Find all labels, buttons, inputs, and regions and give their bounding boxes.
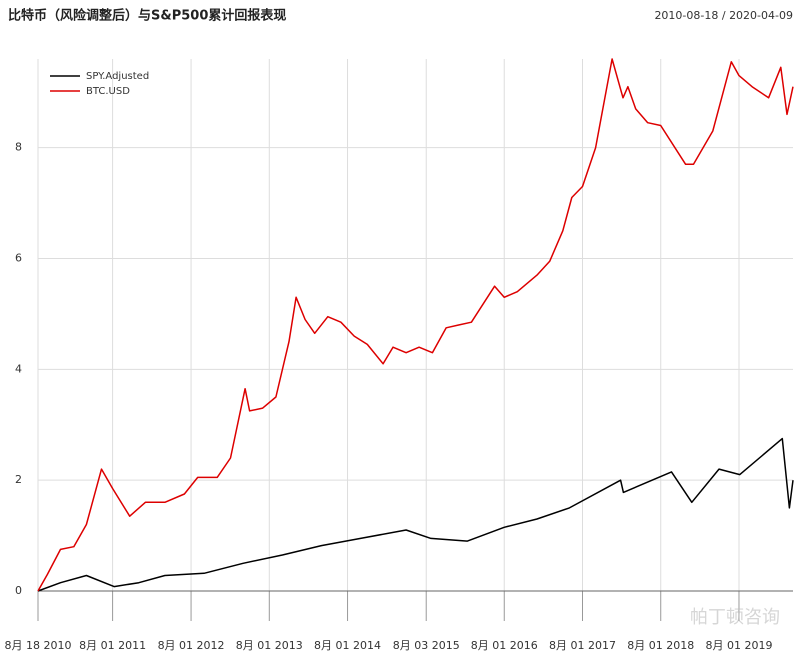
series-line [37,437,794,592]
x-tick-label: 8月 01 2012 [158,639,225,652]
x-tick-label: 8月 03 2015 [393,639,460,652]
y-tick-label: 4 [15,362,22,375]
series-line [37,58,794,592]
legend-label: SPY.Adjusted [86,71,149,82]
y-tick-label: 8 [15,141,22,154]
y-tick-label: 2 [15,473,22,486]
x-tick-label: 8月 01 2016 [471,639,538,652]
x-tick-label: 8月 01 2017 [549,639,616,652]
date-range: 2010-08-18 / 2020-04-09 [654,9,793,22]
legend-label: BTC.USD [86,86,130,97]
x-tick-label: 8月 01 2018 [627,639,694,652]
chart-title: 比特币（风险调整后）与S&P500累计回报表现 [8,8,286,24]
y-tick-label: 6 [15,252,22,265]
y-tick-label: 0 [15,584,22,597]
x-tick-label: 8月 01 2019 [705,639,772,652]
x-tick-label: 8月 01 2013 [236,639,303,652]
x-tick-label: 8月 01 2014 [314,639,381,652]
watermark: 帕丁顿咨询 [690,607,780,628]
x-tick-label: 8月 01 2011 [79,639,146,652]
x-tick-label: 8月 18 2010 [5,639,72,652]
